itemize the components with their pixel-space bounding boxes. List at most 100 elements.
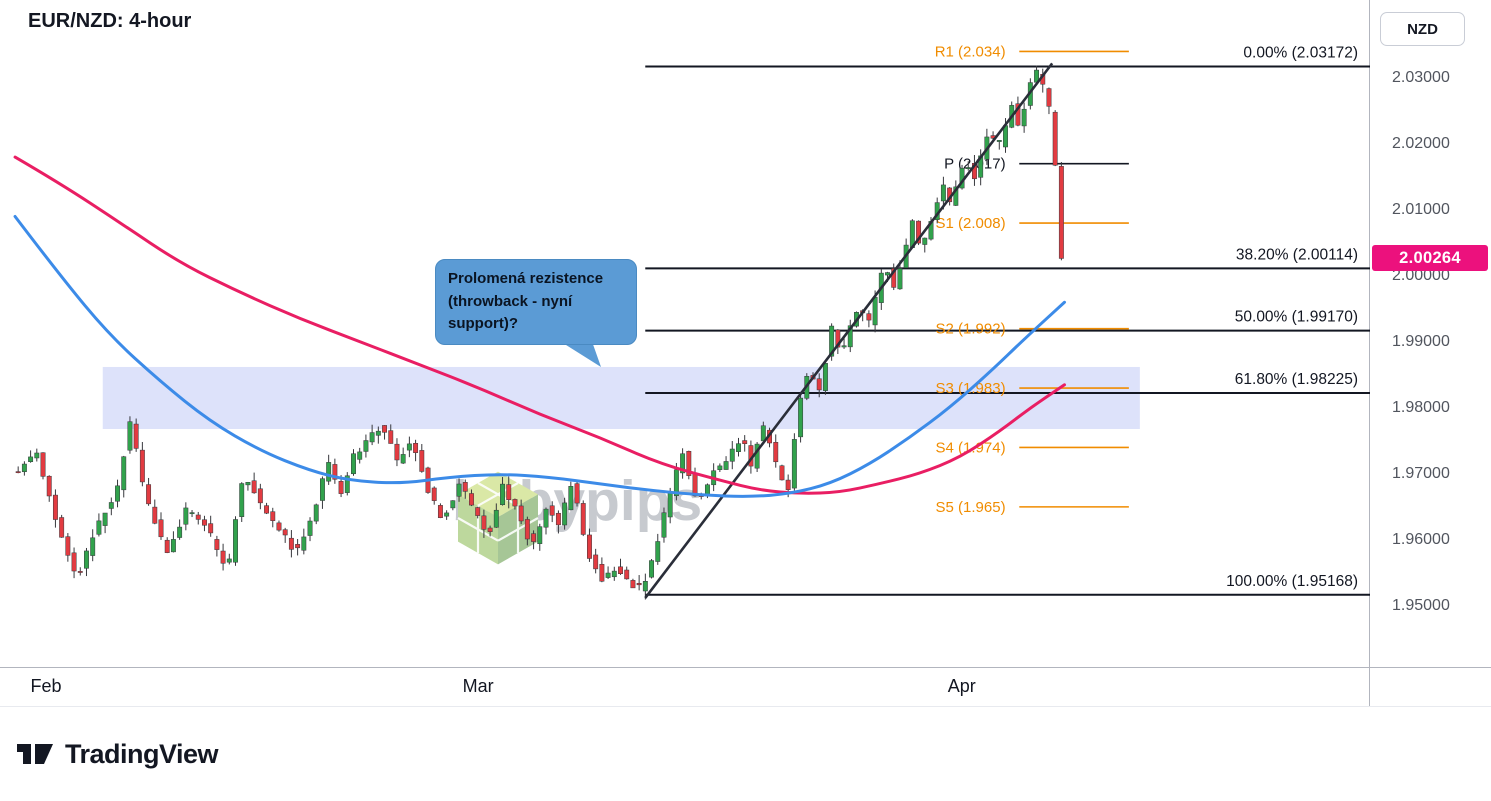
candle-body xyxy=(1058,166,1064,259)
candle-body xyxy=(52,494,58,520)
candle-body xyxy=(611,570,617,578)
candle-body xyxy=(133,423,139,449)
candle-body xyxy=(791,439,797,489)
chart-title: EUR/NZD: 4-hour xyxy=(28,10,192,32)
candle-body xyxy=(822,363,828,391)
candle-body xyxy=(649,560,655,578)
candle-body xyxy=(375,430,381,436)
candle-body xyxy=(624,569,630,580)
price-tick-label: 1.98000 xyxy=(1392,398,1450,416)
candle-body xyxy=(537,526,543,544)
candle-body xyxy=(251,480,257,494)
candle-body xyxy=(940,184,946,202)
candle-body xyxy=(313,504,319,522)
pivot-levels[interactable]: R1 (2.034)P (2.017)S1 (2.008)S2 (1.992)S… xyxy=(935,43,1129,516)
fib-label: 100.00% (1.95168) xyxy=(1226,573,1358,590)
highlight-band[interactable] xyxy=(102,366,1140,429)
candle-body xyxy=(177,526,183,538)
candle-body xyxy=(388,430,394,444)
candle-body xyxy=(996,140,1002,142)
candle-body xyxy=(568,486,574,511)
footer: TradingView xyxy=(0,707,1491,800)
candle-body xyxy=(208,523,214,534)
pivot-label: S2 (1.992) xyxy=(936,321,1006,338)
candle-body xyxy=(46,475,52,497)
candle-body xyxy=(562,502,568,526)
trendline[interactable] xyxy=(644,62,1054,599)
price-tick-label: 2.03000 xyxy=(1392,68,1450,86)
candle-body xyxy=(587,534,592,559)
candle-body xyxy=(717,465,723,470)
candle-body xyxy=(841,345,847,348)
candle-body xyxy=(21,463,27,473)
candle-body xyxy=(152,506,158,524)
pivot-label: S1 (2.008) xyxy=(936,215,1006,232)
candle-body xyxy=(295,544,301,549)
pivot-label: S5 (1.965) xyxy=(936,499,1006,516)
candle-body xyxy=(897,268,903,290)
candle-body xyxy=(288,537,294,550)
tradingview-logo-text: TradingView xyxy=(65,738,219,769)
candle-body xyxy=(891,268,897,288)
candlestick-series[interactable] xyxy=(15,65,1064,600)
candle-body xyxy=(363,440,369,452)
candle-body xyxy=(760,425,766,442)
candle-body xyxy=(580,503,586,535)
pivot-label: R1 (2.034) xyxy=(935,43,1006,60)
candle-body xyxy=(1015,103,1021,126)
candle-body xyxy=(847,325,853,348)
fast-ma-line[interactable] xyxy=(13,214,1066,498)
candle-body xyxy=(189,512,195,515)
candle-body xyxy=(798,397,804,438)
candle-body xyxy=(239,483,245,517)
candle-body xyxy=(531,533,537,542)
candle-body xyxy=(40,452,46,477)
candle-body xyxy=(301,536,307,551)
candle-body xyxy=(245,482,251,486)
candle-body xyxy=(916,220,922,244)
time-axis-label[interactable]: Apr xyxy=(947,676,976,696)
chart-canvas[interactable]: 0.00% (2.03172) 38.20% (2.00114) 50.00% (1… xyxy=(0,0,1370,667)
candle-body xyxy=(127,421,133,451)
candle-body xyxy=(469,493,474,506)
candle-body xyxy=(922,237,928,245)
chart-plot-area[interactable]: babypips 0.00% (2.03172)38.20% (2.00114)… xyxy=(0,0,1370,667)
candle-body xyxy=(257,488,263,504)
fib-retracement[interactable]: 0.00% (2.03172) 38.20% (2.00114) 50.00% (1… xyxy=(645,45,1370,596)
candle-body xyxy=(419,450,425,472)
candle-body xyxy=(605,572,611,578)
candle-body xyxy=(344,475,350,493)
time-axis-label[interactable]: Mar xyxy=(462,676,494,696)
candle-body xyxy=(524,519,530,540)
candle-body xyxy=(183,507,189,525)
tradingview-logo[interactable]: TradingView xyxy=(14,737,219,771)
candle-body xyxy=(835,329,841,348)
candle-body xyxy=(431,487,437,501)
candle-body xyxy=(369,432,375,443)
price-tick-label: 1.99000 xyxy=(1392,332,1450,350)
candle-body xyxy=(214,539,220,550)
price-axis[interactable]: NZD 2.00264 2.03000 2.02000 2.01000 2.00000… xyxy=(1370,0,1491,667)
candle-body xyxy=(872,297,878,326)
candle-body xyxy=(121,456,127,491)
candle-body xyxy=(220,550,226,564)
candle-body xyxy=(829,325,835,357)
candle-body xyxy=(866,313,872,321)
slow-ma-line[interactable] xyxy=(13,155,1066,495)
candle-body xyxy=(1021,108,1027,127)
candle-body xyxy=(357,451,363,460)
candle-body xyxy=(270,511,276,521)
candle-body xyxy=(28,456,34,462)
candle-body xyxy=(785,479,791,490)
currency-button[interactable]: NZD xyxy=(1380,12,1465,46)
annotation-callout[interactable]: Prolomená rezistence (throwback - nyní s… xyxy=(435,259,637,345)
candle-body xyxy=(506,484,512,501)
candle-body xyxy=(90,537,96,556)
price-tick-label: 1.96000 xyxy=(1392,530,1450,548)
candle-body xyxy=(599,564,605,582)
time-axis-label[interactable]: Feb xyxy=(30,676,62,696)
candle-body xyxy=(351,453,356,475)
candle-body xyxy=(195,514,201,520)
candle-body xyxy=(102,512,108,526)
time-axis[interactable]: Feb Mar Apr xyxy=(0,668,1491,707)
